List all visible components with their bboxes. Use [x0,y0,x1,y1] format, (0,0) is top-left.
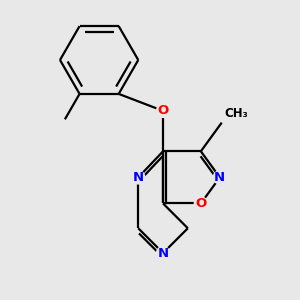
Text: N: N [133,171,144,184]
Text: O: O [158,104,169,117]
Circle shape [194,197,207,210]
Text: O: O [195,197,206,210]
Text: N: N [158,247,169,260]
Circle shape [213,171,226,184]
Circle shape [157,104,169,117]
Circle shape [132,171,145,184]
Text: N: N [214,171,225,184]
Text: CH₃: CH₃ [224,107,248,120]
Circle shape [157,247,169,260]
